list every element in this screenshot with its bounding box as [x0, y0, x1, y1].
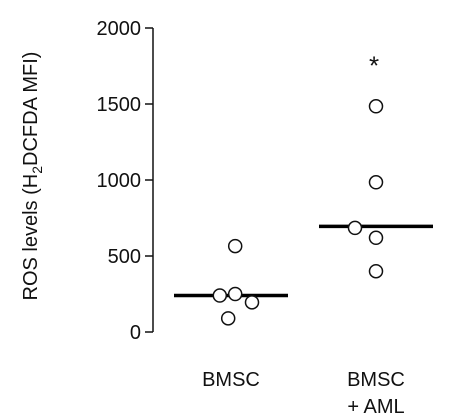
x-category-label: BMSC: [202, 369, 260, 391]
data-point: [368, 99, 384, 114]
data-point: [227, 238, 243, 254]
y-axis-label-part-1: ROS levels (H: [20, 174, 42, 301]
y-tick-label: 0: [130, 322, 141, 344]
annotations: *: [369, 50, 379, 80]
data-point: [220, 311, 236, 326]
data-point: [244, 295, 260, 310]
y-axis-label: ROS levels (H2DCFDA MFI): [20, 52, 45, 301]
y-tick-label: 500: [108, 246, 141, 268]
x-category-labels: BMSC BMSC + AML: [202, 369, 405, 416]
y-tick-label: 1500: [97, 94, 142, 116]
data-point: [368, 263, 384, 279]
y-tick-label: 1000: [97, 170, 142, 192]
x-category-label: + AML: [347, 396, 404, 416]
y-axis-label-subscript: 2: [29, 166, 45, 174]
y-tick-label: 2000: [97, 18, 142, 40]
significance-asterisk: *: [369, 50, 379, 80]
data-points: [212, 99, 384, 326]
svg-text:ROS levels (H2DCFDA MFI): ROS levels (H2DCFDA MFI): [20, 52, 45, 301]
y-axis: 0 500 1000 1500 2000: [97, 18, 154, 344]
data-point: [347, 220, 363, 236]
data-point: [212, 288, 228, 303]
median-lines: [174, 224, 433, 298]
data-point: [368, 175, 384, 190]
x-category-label: BMSC: [347, 369, 405, 391]
data-point: [368, 230, 384, 246]
data-point: [227, 286, 243, 302]
y-axis-label-part-2: DCFDA MFI): [20, 52, 42, 166]
